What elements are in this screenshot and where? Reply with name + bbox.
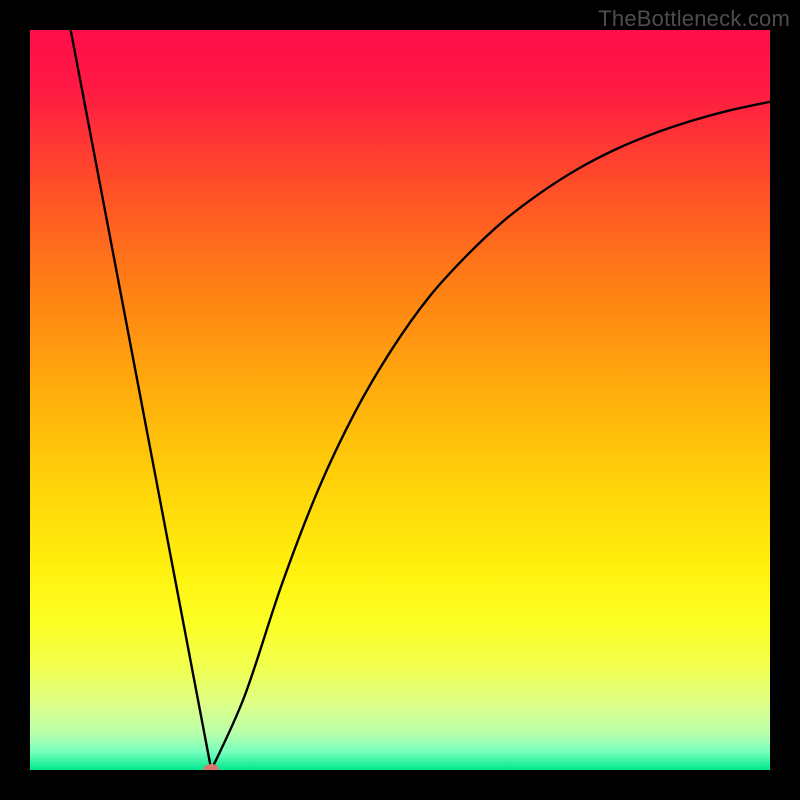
watermark-label: TheBottleneck.com bbox=[598, 6, 790, 32]
bottleneck-chart bbox=[0, 0, 800, 800]
chart-container: TheBottleneck.com bbox=[0, 0, 800, 800]
